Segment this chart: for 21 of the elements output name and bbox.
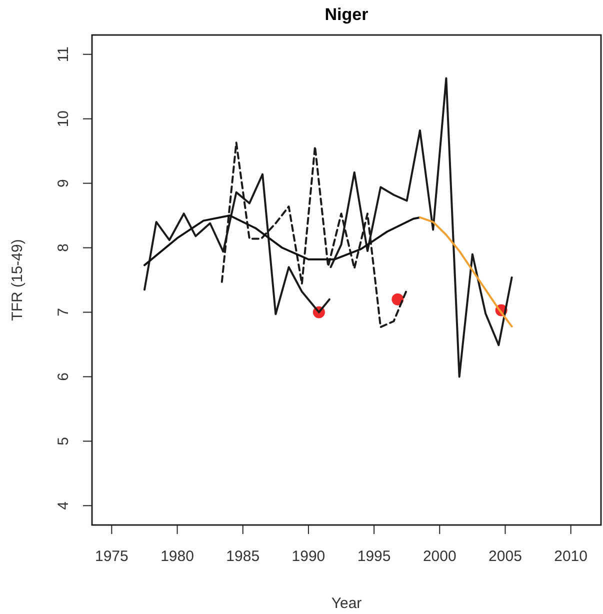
x-tick-label: 2005 [488,548,522,565]
x-tick-label: 2000 [422,548,456,565]
y-tick-label: 8 [55,244,72,252]
chart-title: Niger [324,5,369,24]
x-tick-label: 1990 [292,548,326,565]
y-tick-label: 5 [55,437,72,446]
x-axis-title: Year [331,595,362,612]
x-tick-label: 2010 [554,548,588,565]
point [392,293,404,306]
y-tick-label: 11 [55,46,72,62]
y-tick-label: 9 [55,179,72,188]
y-tick-label: 4 [55,501,72,510]
x-tick-label: 1995 [357,548,391,565]
x-tick-label: 1980 [160,548,194,565]
x-tick-label: 1975 [94,548,128,565]
line-series [418,216,513,328]
y-tick-label: 6 [55,372,72,381]
x-tick-label: 1985 [226,548,260,565]
y-tick-label: 10 [55,110,72,128]
y-tick-label: 7 [55,308,72,316]
y-axis-title: TFR (15-49) [9,239,26,321]
